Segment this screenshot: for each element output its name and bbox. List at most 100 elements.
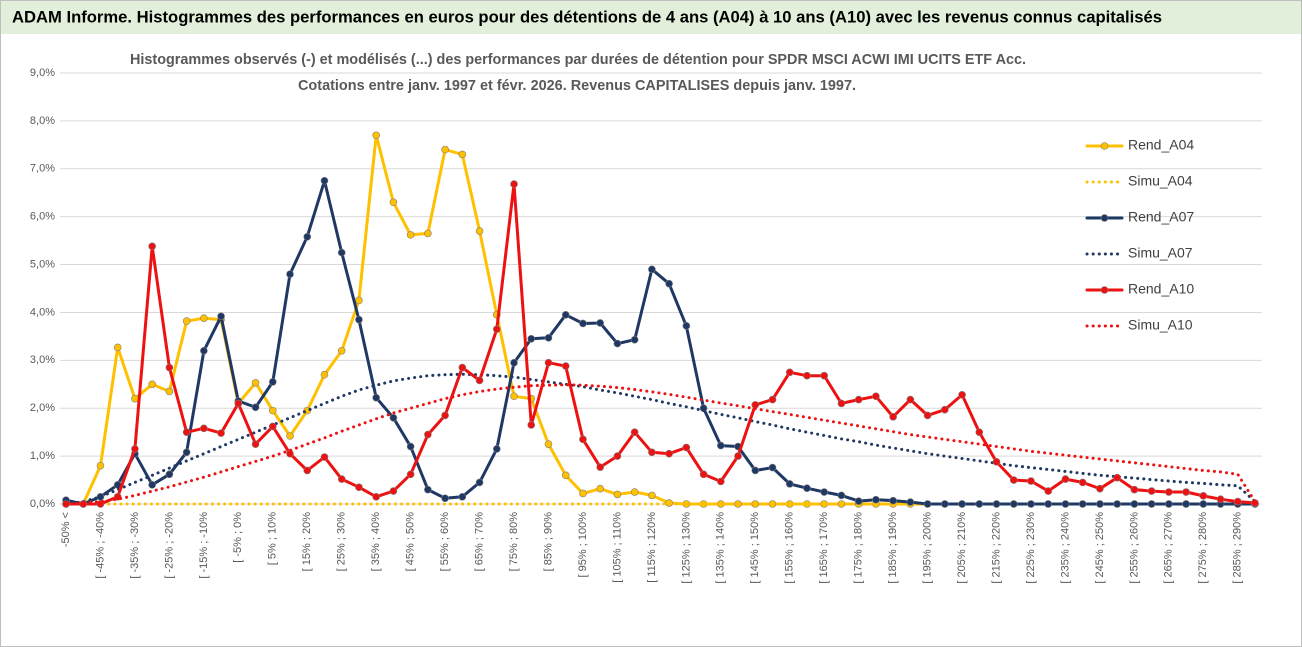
marker — [389, 413, 398, 422]
marker — [579, 319, 587, 328]
marker — [785, 368, 794, 377]
x-tick-label: [ 55% ; 60% — [439, 512, 451, 572]
marker — [1130, 485, 1139, 494]
marker — [682, 322, 691, 330]
marker — [510, 392, 518, 401]
marker — [406, 442, 415, 451]
marker — [717, 441, 725, 450]
marker — [200, 424, 208, 433]
marker — [768, 395, 777, 404]
marker — [544, 334, 553, 342]
marker — [1165, 488, 1173, 496]
marker — [303, 466, 312, 475]
observed-line — [64, 179, 1257, 506]
marker — [544, 440, 553, 448]
x-tick-label: -50% < — [60, 512, 72, 547]
y-tick-label: 5,0% — [30, 258, 55, 270]
marker — [355, 296, 363, 305]
marker — [372, 393, 380, 402]
marker — [148, 242, 156, 251]
marker — [475, 376, 484, 385]
marker — [854, 497, 863, 505]
x-tick-label: [ 265% ; 270% — [1163, 512, 1175, 584]
marker — [665, 279, 673, 288]
marker — [527, 334, 536, 343]
marker — [182, 448, 191, 457]
marker — [1199, 500, 1208, 508]
x-tick-label: [ 255% ; 260% — [1128, 512, 1140, 584]
legend-marker — [1100, 214, 1109, 222]
x-tick-label: [ -35% ; -30% — [129, 512, 141, 579]
marker — [958, 391, 966, 399]
marker — [717, 477, 725, 486]
marker — [320, 370, 329, 379]
marker — [475, 227, 484, 235]
legend-label: Simu_A10 — [1128, 317, 1193, 333]
y-tick-label: 3,0% — [30, 354, 55, 366]
marker — [648, 448, 656, 457]
x-tick-label: [ 135% ; 140% — [715, 512, 727, 584]
marker — [1165, 500, 1173, 508]
y-tick-label: 8,0% — [30, 115, 55, 127]
marker — [1061, 500, 1070, 508]
marker — [424, 430, 432, 439]
x-tick-label: [ 35% ; 40% — [370, 512, 382, 572]
marker — [251, 379, 260, 387]
y-tick-label: 4,0% — [30, 306, 55, 318]
observed-line — [64, 182, 1257, 506]
marker — [923, 411, 932, 420]
marker — [148, 481, 156, 489]
marker — [251, 440, 260, 448]
marker — [303, 232, 312, 241]
marker — [596, 484, 604, 493]
marker — [803, 484, 811, 492]
marker — [579, 489, 587, 498]
marker — [148, 380, 156, 389]
x-tick-label: [ 65% ; 70% — [473, 512, 485, 572]
x-tick-label: [ 205% ; 210% — [956, 512, 968, 584]
marker — [630, 335, 639, 344]
marker — [96, 461, 105, 470]
x-tick-label: [ 25% ; 30% — [336, 512, 348, 572]
marker — [665, 449, 673, 458]
marker — [1078, 478, 1087, 487]
marker — [492, 325, 501, 334]
marker — [854, 395, 863, 404]
x-tick-label: [ 185% ; 190% — [887, 512, 899, 584]
marker — [268, 406, 277, 415]
x-tick-label: [ -25% ; -20% — [163, 512, 175, 579]
marker — [768, 463, 777, 472]
marker — [751, 466, 760, 475]
marker — [544, 358, 553, 367]
marker — [889, 413, 897, 421]
marker — [389, 487, 398, 495]
x-tick-label: [ -45% ; -40% — [94, 512, 106, 579]
x-tick-label: [ 45% ; 50% — [405, 512, 417, 572]
chart-title: Histogrammes observés (-) et modélisés (… — [130, 51, 1026, 68]
marker — [699, 470, 708, 479]
marker — [803, 371, 811, 380]
marker — [355, 483, 363, 492]
marker — [561, 362, 570, 370]
marker — [217, 429, 225, 437]
y-tick-label: 9,0% — [30, 67, 55, 79]
page-title: ADAM Informe. Histogrammes des performan… — [12, 7, 1162, 26]
marker — [1182, 500, 1190, 508]
x-tick-label: [ 125% ; 130% — [680, 512, 692, 584]
marker — [234, 399, 243, 408]
marker — [372, 493, 380, 501]
x-tick-label: [ -15% ; -10% — [198, 512, 210, 579]
marker — [820, 371, 829, 380]
marker — [1199, 492, 1208, 500]
marker — [286, 270, 294, 278]
marker — [613, 339, 622, 348]
marker — [492, 445, 501, 453]
marker — [424, 485, 432, 494]
marker — [872, 392, 880, 401]
x-tick-label: [ 75% ; 80% — [508, 512, 520, 572]
marker — [441, 494, 449, 503]
marker — [165, 387, 174, 396]
header-bar — [1, 1, 1301, 34]
